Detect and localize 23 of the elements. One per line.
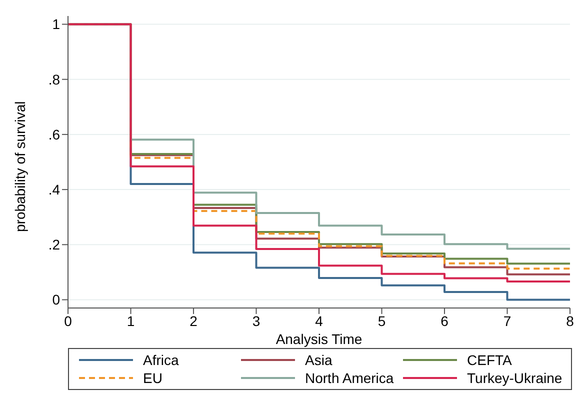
x-tick-label: 5 <box>378 312 386 329</box>
x-tick-label: 6 <box>440 312 449 329</box>
legend-label: EU <box>143 370 162 386</box>
y-axis-title: probability of survival <box>12 101 28 232</box>
x-tick-label: 3 <box>252 312 260 329</box>
x-tick-label: 4 <box>315 312 324 329</box>
y-tick-label: 0 <box>52 292 60 308</box>
x-tick-label: 0 <box>64 312 72 329</box>
y-tick-label: .4 <box>48 182 60 198</box>
legend-label: North America <box>305 370 394 386</box>
x-axis-title: Analysis Time <box>276 331 362 347</box>
legend-label: Asia <box>305 352 332 368</box>
y-tick-label: .6 <box>48 126 60 142</box>
x-tick-label: 7 <box>503 312 512 329</box>
x-tick-label: 1 <box>126 312 135 329</box>
legend-label: Africa <box>143 352 179 368</box>
legend-label: CEFTA <box>467 352 512 368</box>
legend-label: Turkey-Ukraine <box>467 370 562 386</box>
y-tick-label: .8 <box>48 71 60 88</box>
x-tick-label: 2 <box>190 312 198 329</box>
y-tick-label: .2 <box>48 236 60 253</box>
x-tick-label: 8 <box>566 312 574 329</box>
y-tick-label: 1 <box>52 16 60 32</box>
